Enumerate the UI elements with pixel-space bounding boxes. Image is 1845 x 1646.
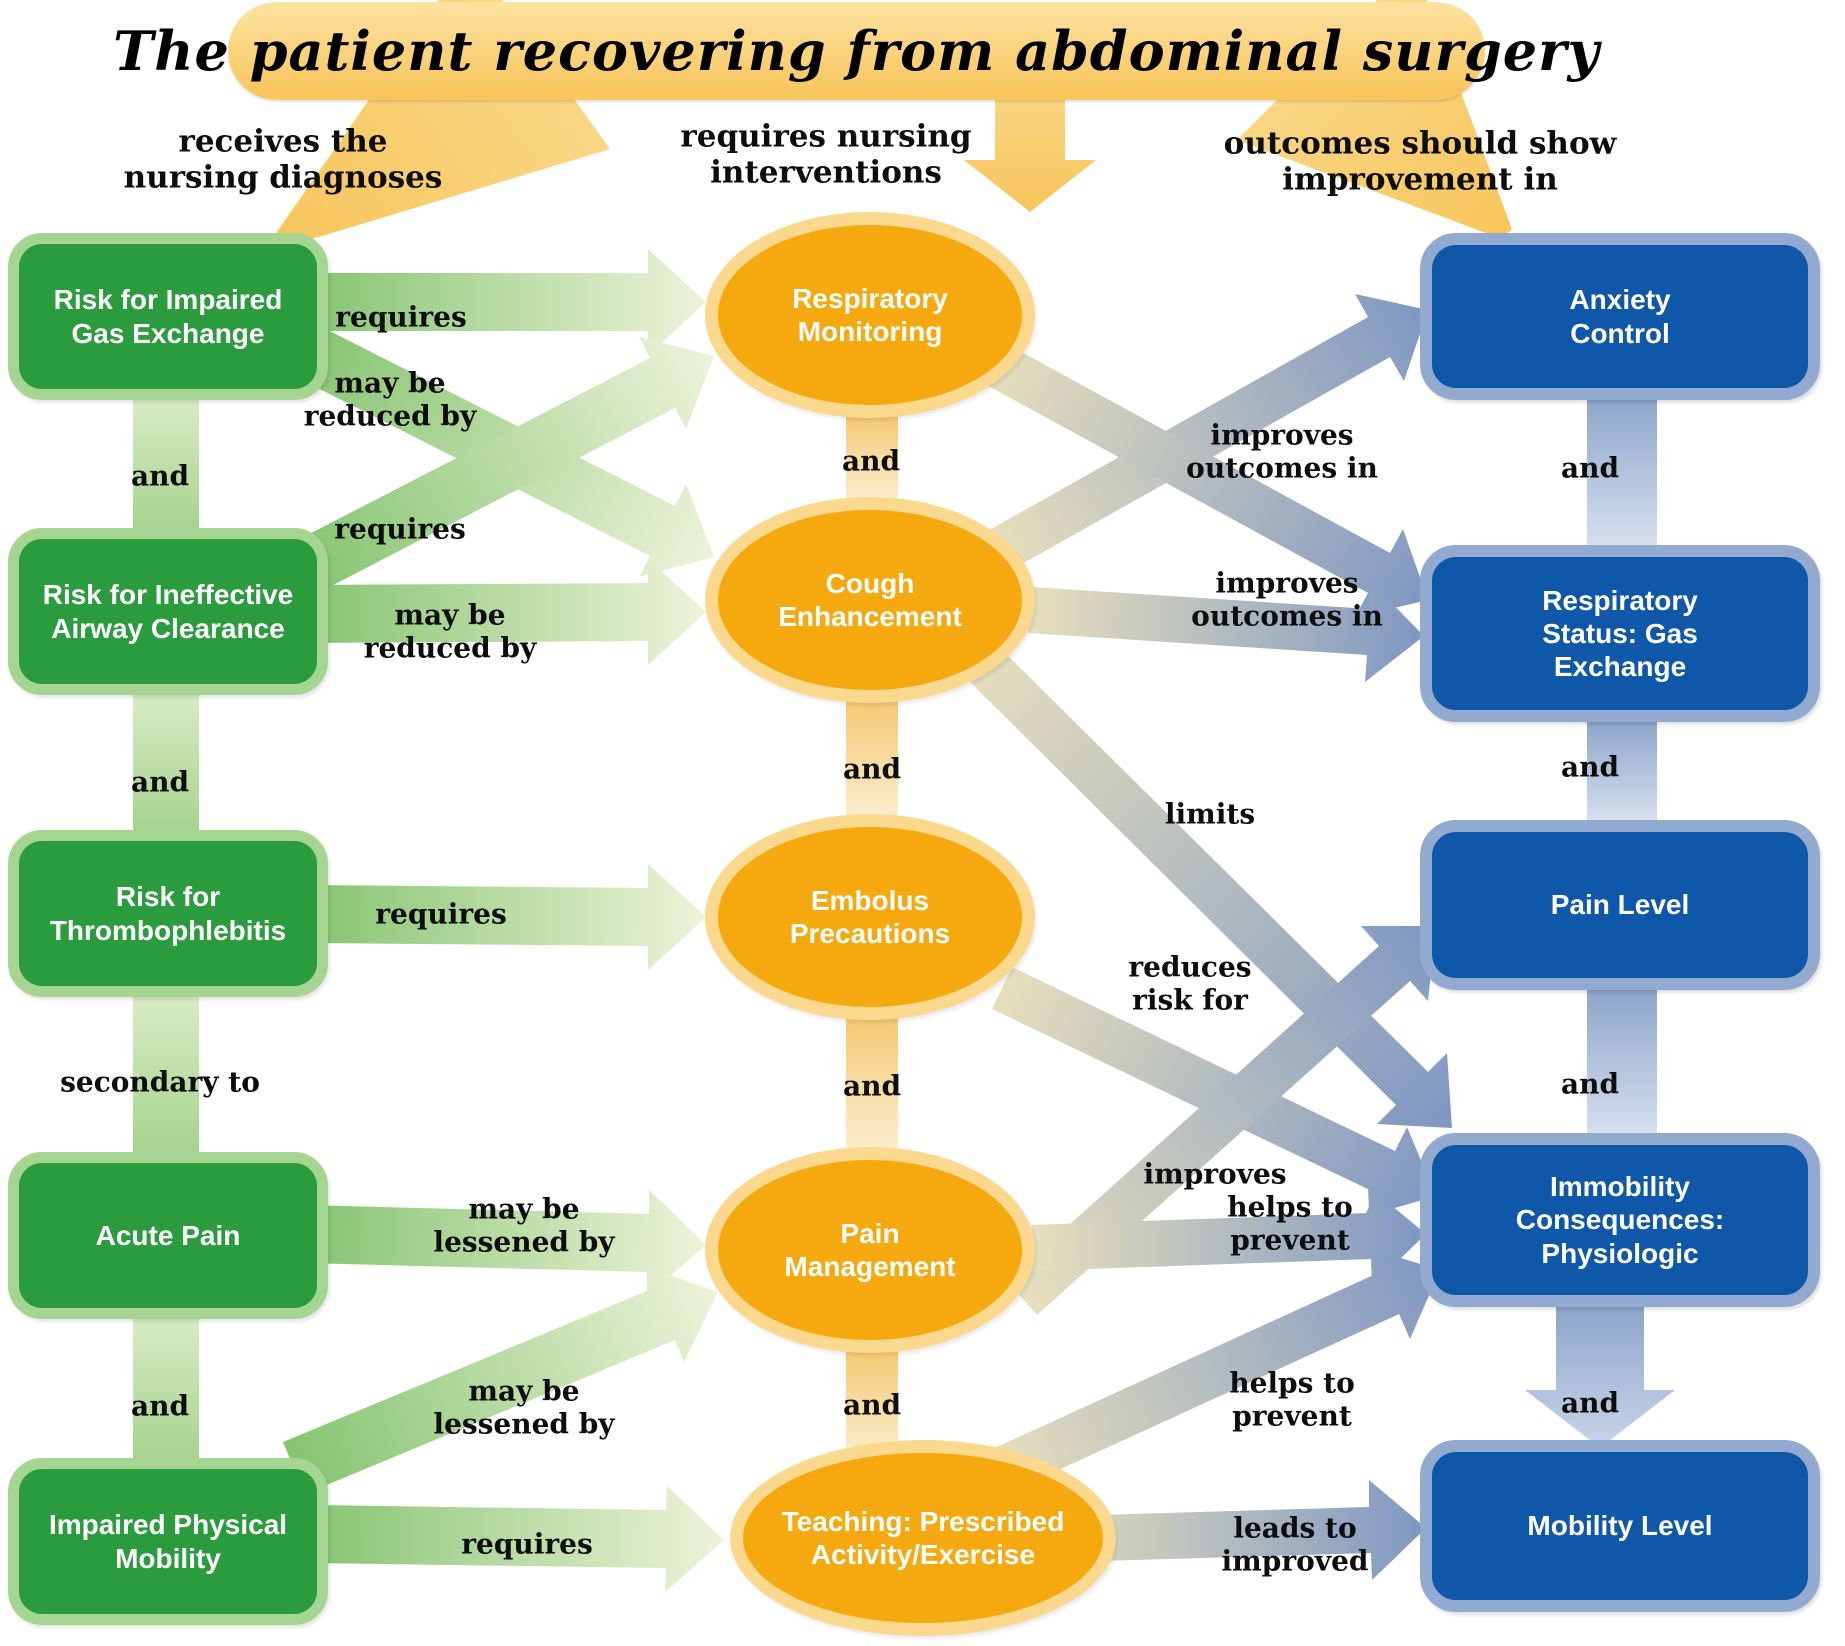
edge-label-requires: requires <box>375 897 507 931</box>
edge-label-and: and <box>1560 1386 1620 1420</box>
edge-mobility-maybelessenedby-painmgmt <box>283 1266 718 1494</box>
edge-label-requires: requires <box>334 512 466 546</box>
diagnosis-node-acute-pain: Acute Pain <box>8 1152 328 1319</box>
edge-label-and: and <box>1560 1067 1620 1101</box>
edge-respmon-improvesoutcomes-respstatus <box>981 342 1428 617</box>
edge-link-airway-thrombo <box>133 691 199 832</box>
edge-link-acutepain-mobility <box>133 1315 199 1460</box>
outcome-node-anxiety-control: Anxiety Control <box>1420 233 1820 400</box>
edge-label-improves-outcomes-in: improves outcomes in <box>1191 566 1383 632</box>
page-title: The patient recovering from abdominal su… <box>113 19 1600 83</box>
edge-label-reduces-risk-for: reduces risk for <box>1128 950 1252 1016</box>
edge-cough-limits-immobility <box>956 636 1452 1128</box>
outcome-node-pain-level: Pain Level <box>1420 820 1820 990</box>
edge-label-improves-outcomes-in: improves outcomes in <box>1186 418 1378 484</box>
edge-banner-to-interventions <box>964 85 1096 212</box>
edge-label-and: and <box>842 752 902 786</box>
diagnosis-node-impaired-gas-exchange: Risk for Impaired Gas Exchange <box>8 233 328 400</box>
edge-label-may-be-lessened-by: may be lessened by <box>433 1374 615 1440</box>
edge-link-anxiety-respstatus <box>1587 398 1657 548</box>
edge-label-requires: requires <box>461 1527 593 1561</box>
edge-label-may-be-reduced-by: may be reduced by <box>363 598 537 664</box>
edge-teaching-helpsprevent-immobility <box>988 1248 1440 1493</box>
edge-label-and: and <box>841 444 901 478</box>
banner: The patient recovering from abdominal su… <box>113 2 1599 100</box>
edge-label-improves: improves <box>1143 1157 1287 1191</box>
edge-link-immobility-mobility <box>1525 1305 1675 1448</box>
edge-link-cough-embolus <box>846 698 898 816</box>
outcome-node-immobility-consequences: Immobility Consequences: Physiologic <box>1420 1133 1820 1307</box>
outcome-node-mobility-level: Mobility Level <box>1420 1440 1820 1612</box>
edge-label-and: and <box>842 1069 902 1103</box>
intervention-node-cough-enhancement: Cough Enhancement <box>705 497 1035 703</box>
intervention-node-respiratory-monitoring: Respiratory Monitoring <box>705 212 1035 418</box>
edge-label-and: and <box>130 459 190 493</box>
edge-label-may-be-reduced-by: may be reduced by <box>303 366 477 432</box>
edge-label-and: and <box>130 1389 190 1423</box>
edge-acutepain-maybelessenedby-painmgmt <box>305 1190 706 1296</box>
edge-embolus-reducesriskfor-immobility <box>992 967 1436 1217</box>
edge-airway-maybereducedby-cough <box>306 559 706 665</box>
edge-mobility-requires-teaching <box>306 1486 724 1592</box>
edge-thrombo-requires-embolus <box>306 864 706 970</box>
edge-painmgmt-helpsprevent-immobility <box>1031 1186 1426 1286</box>
edge-painmgmt-improves-painlevel <box>1007 926 1436 1315</box>
intervention-node-teaching-prescribed-activity: Teaching: Prescribed Activity/Exercise <box>730 1440 1116 1636</box>
edge-gas-requires-respmon <box>306 249 706 355</box>
column-header-outcomes: outcomes should show improvement in <box>1223 125 1617 198</box>
diagnosis-node-impaired-physical-mobility: Impaired Physical Mobility <box>8 1458 328 1625</box>
edge-label-requires: requires <box>335 300 467 334</box>
edge-link-thrombo-acutepain <box>133 993 199 1154</box>
diagnosis-node-ineffective-airway-clearance: Risk for Ineffective Airway Clearance <box>8 528 328 695</box>
column-header-diagnoses: receives the nursing diagnoses <box>123 123 443 196</box>
edge-label-leads-to-improved: leads to improved <box>1221 1511 1369 1577</box>
edge-label-may-be-lessened-by: may be lessened by <box>433 1192 615 1258</box>
column-header-interventions: requires nursing interventions <box>680 118 972 191</box>
intervention-node-pain-management: Pain Management <box>705 1147 1035 1353</box>
outcome-node-respiratory-status-gas-exchange: Respiratory Status: Gas Exchange <box>1420 545 1820 722</box>
edge-label-and: and <box>842 1388 902 1422</box>
edge-link-respstatus-painlevel <box>1587 720 1657 822</box>
edge-link-respmon-cough <box>846 413 898 500</box>
edge-label-secondary-to: secondary to <box>60 1065 260 1099</box>
edge-cough-improvesoutcomes-anxiety <box>984 294 1428 573</box>
edge-label-and: and <box>130 765 190 799</box>
edge-link-painmgmt-teaching <box>846 1348 898 1455</box>
edge-label-helps-to-prevent: helps to prevent <box>1227 1190 1353 1256</box>
edge-airway-requires-respmon <box>288 337 714 595</box>
edge-label-limits: limits <box>1164 797 1256 831</box>
edge-cough-improvesoutcomes-respstatus <box>1028 582 1424 682</box>
edge-link-gas-airway <box>133 398 199 530</box>
edge-link-embolus-painmgmt <box>846 1015 898 1149</box>
edge-label-and: and <box>1560 451 1620 485</box>
edge-teaching-leadstoimproved-mobility <box>1031 1480 1426 1580</box>
intervention-node-embolus-precautions: Embolus Precautions <box>705 814 1035 1020</box>
edge-link-painlevel-immobility <box>1587 988 1657 1136</box>
edge-label-helps-to-prevent: helps to prevent <box>1229 1366 1355 1432</box>
edge-label-and: and <box>1560 750 1620 784</box>
diagnosis-node-thrombophlebitis: Risk for Thrombophlebitis <box>8 830 328 997</box>
